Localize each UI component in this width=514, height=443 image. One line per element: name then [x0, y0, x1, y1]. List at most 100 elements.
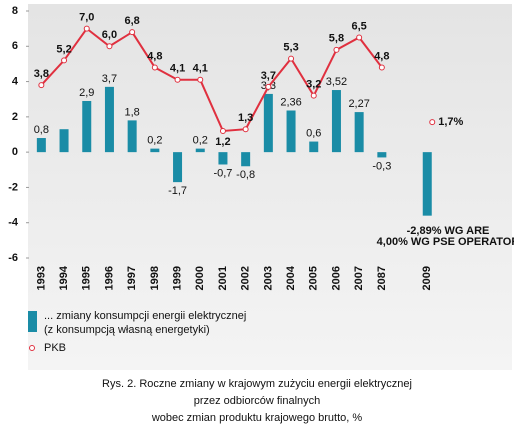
bar-value-label: 0,2	[193, 135, 208, 147]
x-tick-label: 1994	[58, 265, 70, 290]
bar	[309, 141, 319, 153]
bar	[36, 138, 46, 153]
line-value-label: 5,3	[283, 42, 298, 54]
bar	[150, 148, 160, 153]
line-marker	[333, 46, 340, 53]
y-tick-label: 8	[12, 5, 18, 17]
legend-swatch	[29, 345, 35, 351]
line-marker	[288, 55, 295, 62]
bar-value-label: 3,7	[102, 73, 117, 85]
line-marker	[242, 126, 249, 133]
y-tick-label: -6	[8, 252, 18, 264]
bar	[195, 148, 205, 153]
x-tick-label: 2087	[376, 266, 388, 290]
line-value-label: 3,8	[34, 68, 49, 80]
x-tick-label: 2004	[285, 265, 297, 290]
line-value-label: 1,2	[215, 136, 230, 148]
y-tick-label: 2	[12, 111, 18, 123]
line-value-label: 1,3	[238, 112, 253, 124]
legend-label: (z konsumpcją własną energetyki)	[44, 324, 210, 336]
y-tick-label: -4	[8, 217, 19, 229]
line-marker	[197, 76, 204, 83]
bar-value-label: -0,3	[372, 160, 391, 172]
caption: Rys. 2. Roczne zmiany w krajowym zużyciu…	[102, 378, 412, 390]
line-marker	[129, 29, 136, 36]
bar-value-label: -0,7	[213, 167, 232, 179]
bar-value-label: 2,36	[280, 96, 301, 108]
line-value-label: 4,8	[374, 50, 389, 62]
line-value-label: 6,5	[352, 20, 367, 32]
line-value-label: 5,2	[56, 43, 71, 55]
legend-swatch	[28, 311, 37, 332]
line-value-label: 4,1	[170, 63, 185, 75]
line-value-label: 5,8	[329, 33, 344, 45]
bar-value-label: 3,52	[326, 76, 347, 88]
line-marker	[265, 83, 272, 90]
line-marker	[378, 64, 385, 71]
bar	[241, 152, 251, 167]
bar	[218, 152, 228, 165]
bar-value-label: -0,8	[236, 169, 255, 181]
annotation: 4,00% WG PSE OPERATOR	[377, 236, 514, 248]
bar	[104, 86, 114, 153]
line-value-label: 7,0	[79, 12, 94, 24]
bar	[286, 110, 296, 153]
x-tick-label: 1997	[126, 266, 138, 290]
line-marker	[151, 64, 158, 71]
bar-value-label: 2,9	[79, 87, 94, 99]
line-marker	[429, 119, 436, 126]
y-tick-label: -2	[8, 181, 18, 193]
line-marker	[61, 57, 68, 64]
x-tick-label: 2007	[353, 266, 365, 290]
bar	[377, 152, 387, 158]
bar	[173, 152, 183, 183]
line-marker	[174, 76, 181, 83]
bar	[127, 120, 137, 153]
line-value-label: 6,0	[102, 29, 117, 41]
x-tick-label: 2003	[262, 266, 274, 290]
legend-label: ... zmiany konsumpcji energii elektryczn…	[44, 310, 246, 322]
bar-value-label: 0,8	[34, 124, 49, 136]
bar	[422, 152, 432, 216]
caption: wobec zmian produktu krajowego brutto, %	[151, 412, 363, 424]
line-value-label: 6,8	[125, 15, 140, 27]
line-value-label: 4,8	[147, 50, 162, 62]
x-tick-label: 2001	[217, 266, 229, 290]
bar	[354, 112, 364, 153]
bar-value-label: 0,2	[147, 135, 162, 147]
line-marker	[219, 127, 226, 134]
line-marker	[83, 25, 90, 32]
x-tick-label: 2000	[194, 266, 206, 290]
x-tick-label: 2005	[308, 266, 320, 290]
x-tick-label: 2006	[330, 266, 342, 290]
bar	[331, 90, 341, 153]
line-value-label: 1,7%	[438, 116, 463, 128]
bar	[59, 129, 69, 153]
bar	[82, 100, 92, 153]
x-tick-label: 1993	[35, 266, 47, 290]
x-tick-label: 2002	[240, 266, 252, 290]
y-tick-label: 4	[12, 75, 19, 87]
line-marker	[38, 82, 45, 89]
y-tick-label: 0	[12, 146, 18, 158]
line-value-label: 3,2	[306, 79, 321, 91]
caption: przez odbiorców finalnych	[194, 395, 321, 407]
annotation: -2,89% WG ARE	[407, 225, 490, 237]
line-marker	[356, 34, 363, 41]
x-tick-label: 1999	[171, 266, 183, 290]
bar	[263, 93, 273, 153]
line-value-label: 3,7	[261, 70, 276, 82]
x-tick-label: 1995	[81, 266, 93, 290]
line-value-label: 4,1	[193, 63, 208, 75]
line-marker	[310, 92, 317, 99]
x-tick-label: 1998	[149, 266, 161, 290]
bar-value-label: -1,7	[168, 185, 187, 197]
bar-value-label: 2,27	[348, 98, 369, 110]
bar-value-label: 1,8	[125, 106, 140, 118]
y-tick-label: 6	[12, 40, 18, 52]
x-tick-label: 2009	[421, 266, 433, 290]
legend-label: PKB	[44, 342, 66, 354]
x-tick-label: 1996	[103, 266, 115, 290]
bar-value-label: 0,6	[306, 127, 321, 139]
